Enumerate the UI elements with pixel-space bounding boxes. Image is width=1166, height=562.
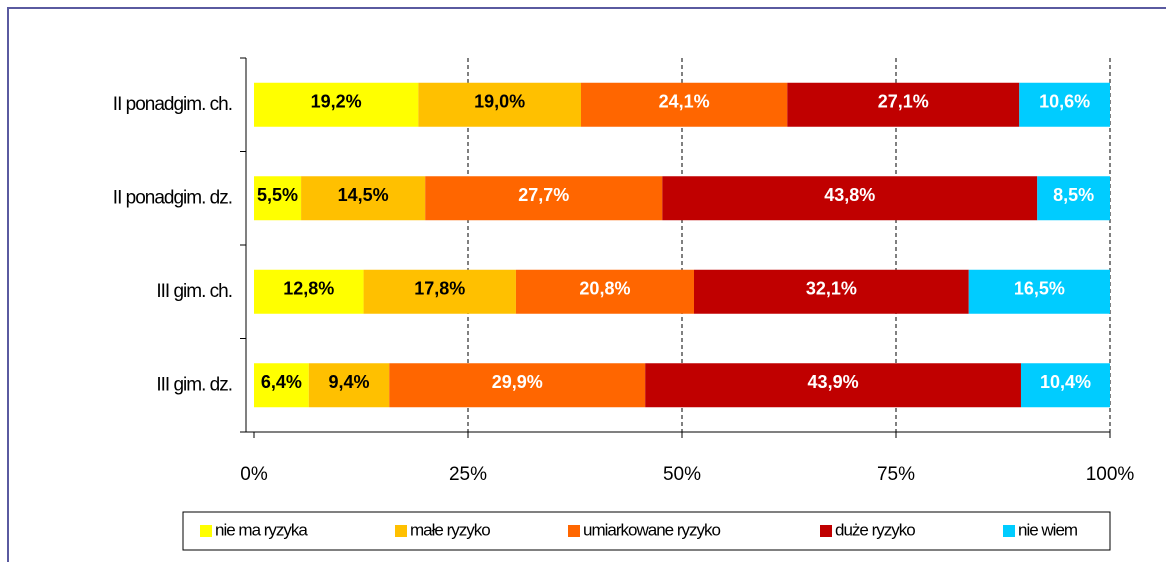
y-tick-label: III gim. dz.	[156, 374, 232, 395]
bar-segment	[425, 176, 663, 221]
data-label: 8,5%	[1053, 185, 1094, 205]
bar-segment	[389, 363, 646, 408]
x-tick-label: 100%	[1086, 464, 1135, 485]
legend-swatch	[1003, 525, 1015, 537]
bar-segment	[580, 82, 788, 127]
bar-segment	[418, 82, 581, 127]
data-label: 12,8%	[283, 279, 334, 299]
data-label: 19,0%	[474, 92, 525, 112]
data-label: 27,7%	[518, 185, 569, 205]
bar-segment	[645, 363, 1021, 408]
bar-segment	[308, 363, 390, 408]
x-tick-label: 75%	[877, 464, 915, 485]
data-label: 27,1%	[878, 92, 929, 112]
legend-label: nie wiem	[1018, 520, 1078, 539]
legend-swatch	[568, 525, 580, 537]
data-label: 19,2%	[311, 92, 362, 112]
data-label: 32,1%	[806, 279, 857, 299]
data-label: 10,4%	[1040, 372, 1091, 392]
bar-segment	[254, 176, 302, 221]
y-tick-label: II ponadgim. ch.	[113, 94, 232, 115]
data-label: 5,5%	[257, 185, 298, 205]
bar-segment	[254, 82, 419, 127]
data-label: 43,9%	[808, 372, 859, 392]
data-label: 9,4%	[329, 372, 370, 392]
y-tick-label: II ponadgim. dz.	[113, 187, 232, 208]
x-tick-label: 50%	[663, 464, 701, 485]
y-tick-label: III gim. ch.	[156, 281, 232, 302]
legend-label: nie ma ryzyka	[215, 520, 308, 539]
bar-segment	[301, 176, 426, 221]
bar-segment	[693, 269, 969, 314]
bar-segment	[363, 269, 516, 314]
data-label: 20,8%	[579, 279, 630, 299]
x-tick-label: 0%	[240, 464, 268, 485]
bar-segment	[1037, 176, 1110, 221]
x-tick-label: 25%	[449, 464, 487, 485]
legend-label: duże ryzyko	[835, 520, 915, 539]
data-label: 10,6%	[1039, 92, 1090, 112]
legend-swatch	[395, 525, 407, 537]
data-label: 14,5%	[338, 185, 389, 205]
bar-segment	[662, 176, 1038, 221]
bar-segment	[254, 363, 309, 408]
data-label: 24,1%	[659, 92, 710, 112]
legend-label: umiarkowane ryzyko	[583, 520, 720, 539]
bar-segment	[515, 269, 694, 314]
bar-segment	[787, 82, 1020, 127]
data-label: 43,8%	[824, 185, 875, 205]
bar-segment	[254, 269, 364, 314]
bar-segment	[968, 269, 1110, 314]
data-label: 17,8%	[414, 279, 465, 299]
legend-box	[182, 511, 1111, 551]
legend-label: małe ryzyko	[410, 520, 490, 539]
legend-swatch	[820, 525, 832, 537]
legend-swatch	[200, 525, 212, 537]
data-label: 16,5%	[1014, 279, 1065, 299]
data-label: 29,9%	[492, 372, 543, 392]
data-label: 6,4%	[261, 372, 302, 392]
frame	[7, 7, 1166, 562]
bar-segment	[1019, 82, 1110, 127]
bar-segment	[1020, 363, 1110, 408]
